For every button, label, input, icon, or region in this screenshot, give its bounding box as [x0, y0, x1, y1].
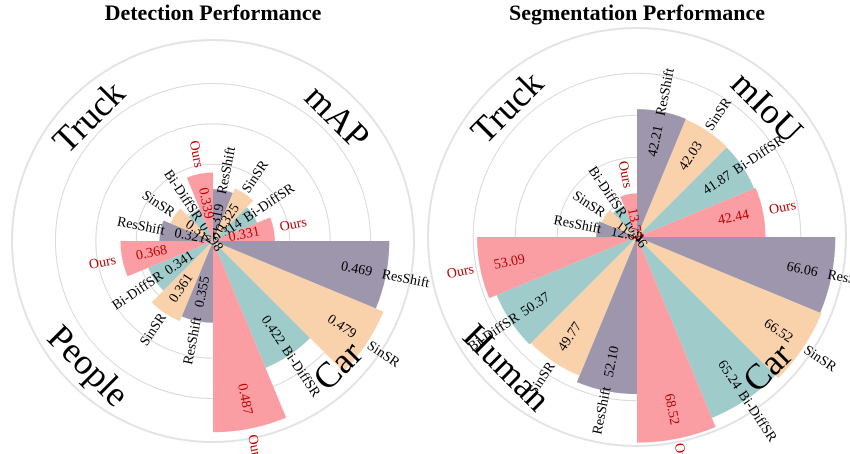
value-label-people-ours: 0.368	[135, 243, 169, 264]
method-label-miou-sinsr: SinSR	[703, 95, 736, 134]
method-label-map-ours: Ours	[278, 215, 308, 235]
outer-ring	[11, 39, 415, 443]
chart-title: Detection Performance	[105, 0, 322, 25]
method-label-truck-ours: Ours	[186, 139, 206, 169]
method-label-people-sinsr: SinSR	[138, 310, 171, 349]
value-label-miou-resshift: 42.21	[646, 124, 667, 158]
value-label-miou-ours: 42.44	[717, 207, 751, 228]
bar-people-sinsr	[151, 241, 213, 322]
bar-map-resshift	[213, 189, 233, 241]
bar-human-sinsr	[530, 237, 637, 376]
bar-truck-ours	[186, 172, 213, 241]
bar-car-bi-diffsr	[637, 237, 776, 419]
bar-car-sinsr	[637, 237, 822, 379]
method-label-map-sinsr: SinSR	[240, 157, 273, 196]
method-label-people-resshift: ResShift	[181, 316, 205, 366]
bar-truck-ours	[620, 193, 637, 237]
value-label-human-ours: 53.09	[493, 252, 527, 273]
bar-map-bi-diffsr	[213, 207, 258, 241]
chart-title: Segmentation Performance	[509, 0, 765, 25]
bar-miou-bi-diffsr	[637, 147, 755, 237]
value-label-truck-ours: 0.339	[195, 186, 216, 220]
bar-truck-sinsr	[170, 208, 213, 241]
bar-car-ours	[213, 241, 287, 433]
bar-miou-ours	[637, 187, 766, 237]
bar-truck-bi-diffsr	[188, 209, 213, 241]
bar-people-resshift	[181, 241, 213, 323]
bar-truck-resshift	[159, 220, 213, 241]
method-label-car-ours: Ours	[671, 442, 691, 454]
bar-people-bi-diffsr	[148, 241, 213, 291]
method-label-car-resshift: ResShift	[380, 267, 430, 291]
value-label-car-resshift: 0.469	[340, 259, 374, 280]
bar-truck-sinsr	[601, 209, 637, 237]
method-label-truck-ours: Ours	[615, 160, 635, 190]
detection-chart: Detection Performance0.319ResShift0.325S…	[11, 0, 431, 454]
bar-human-bi-diffsr	[496, 237, 637, 345]
category-label-truck: Truck	[44, 72, 132, 160]
value-label-map-ours: 0.331	[227, 224, 261, 245]
segmentation-chart: Segmentation Performance 42.21 ResShift 42.…	[427, 0, 850, 454]
bar-miou-resshift	[637, 109, 686, 237]
bar-human-resshift	[576, 237, 637, 395]
bar-miou-sinsr	[637, 119, 728, 237]
method-label-truck-sinsr: SinSR	[139, 188, 178, 221]
method-label-truck-resshift: ResShift	[116, 215, 166, 239]
bar-map-ours	[213, 217, 275, 241]
bar-human-ours	[477, 237, 637, 299]
bar-truck-bi-diffsr	[613, 205, 637, 237]
bar-car-sinsr	[213, 241, 384, 372]
bar-truck-resshift	[596, 221, 637, 237]
value-label-car-ours: 68.52	[661, 392, 682, 426]
bar-car-resshift	[213, 241, 390, 309]
bar-car-ours	[637, 237, 716, 443]
method-label-map-resshift: ResShift	[215, 145, 239, 195]
value-label-truck-ours: 13.75	[624, 207, 645, 241]
value-label-people-resshift: 0.355	[192, 275, 213, 309]
bar-car-bi-diffsr	[213, 241, 311, 368]
method-label-car-resshift: ResShift	[826, 268, 850, 292]
method-label-human-ours: Ours	[446, 262, 476, 282]
bar-people-ours	[120, 241, 213, 277]
method-label-human-resshift: ResShift	[590, 385, 614, 435]
method-label-miou-ours: Ours	[768, 198, 798, 218]
category-label-map: mAP	[297, 76, 378, 157]
method-label-car-ours: Ours	[244, 433, 264, 454]
value-label-car-resshift: 66.06	[785, 259, 819, 280]
value-label-car-ours: 0.487	[234, 382, 255, 416]
value-label-human-resshift: 52.10	[602, 345, 623, 379]
method-label-people-ours: Ours	[88, 253, 118, 273]
bar-car-resshift	[637, 237, 836, 313]
bar-map-sinsr	[213, 188, 254, 241]
outer-ring	[427, 27, 847, 447]
